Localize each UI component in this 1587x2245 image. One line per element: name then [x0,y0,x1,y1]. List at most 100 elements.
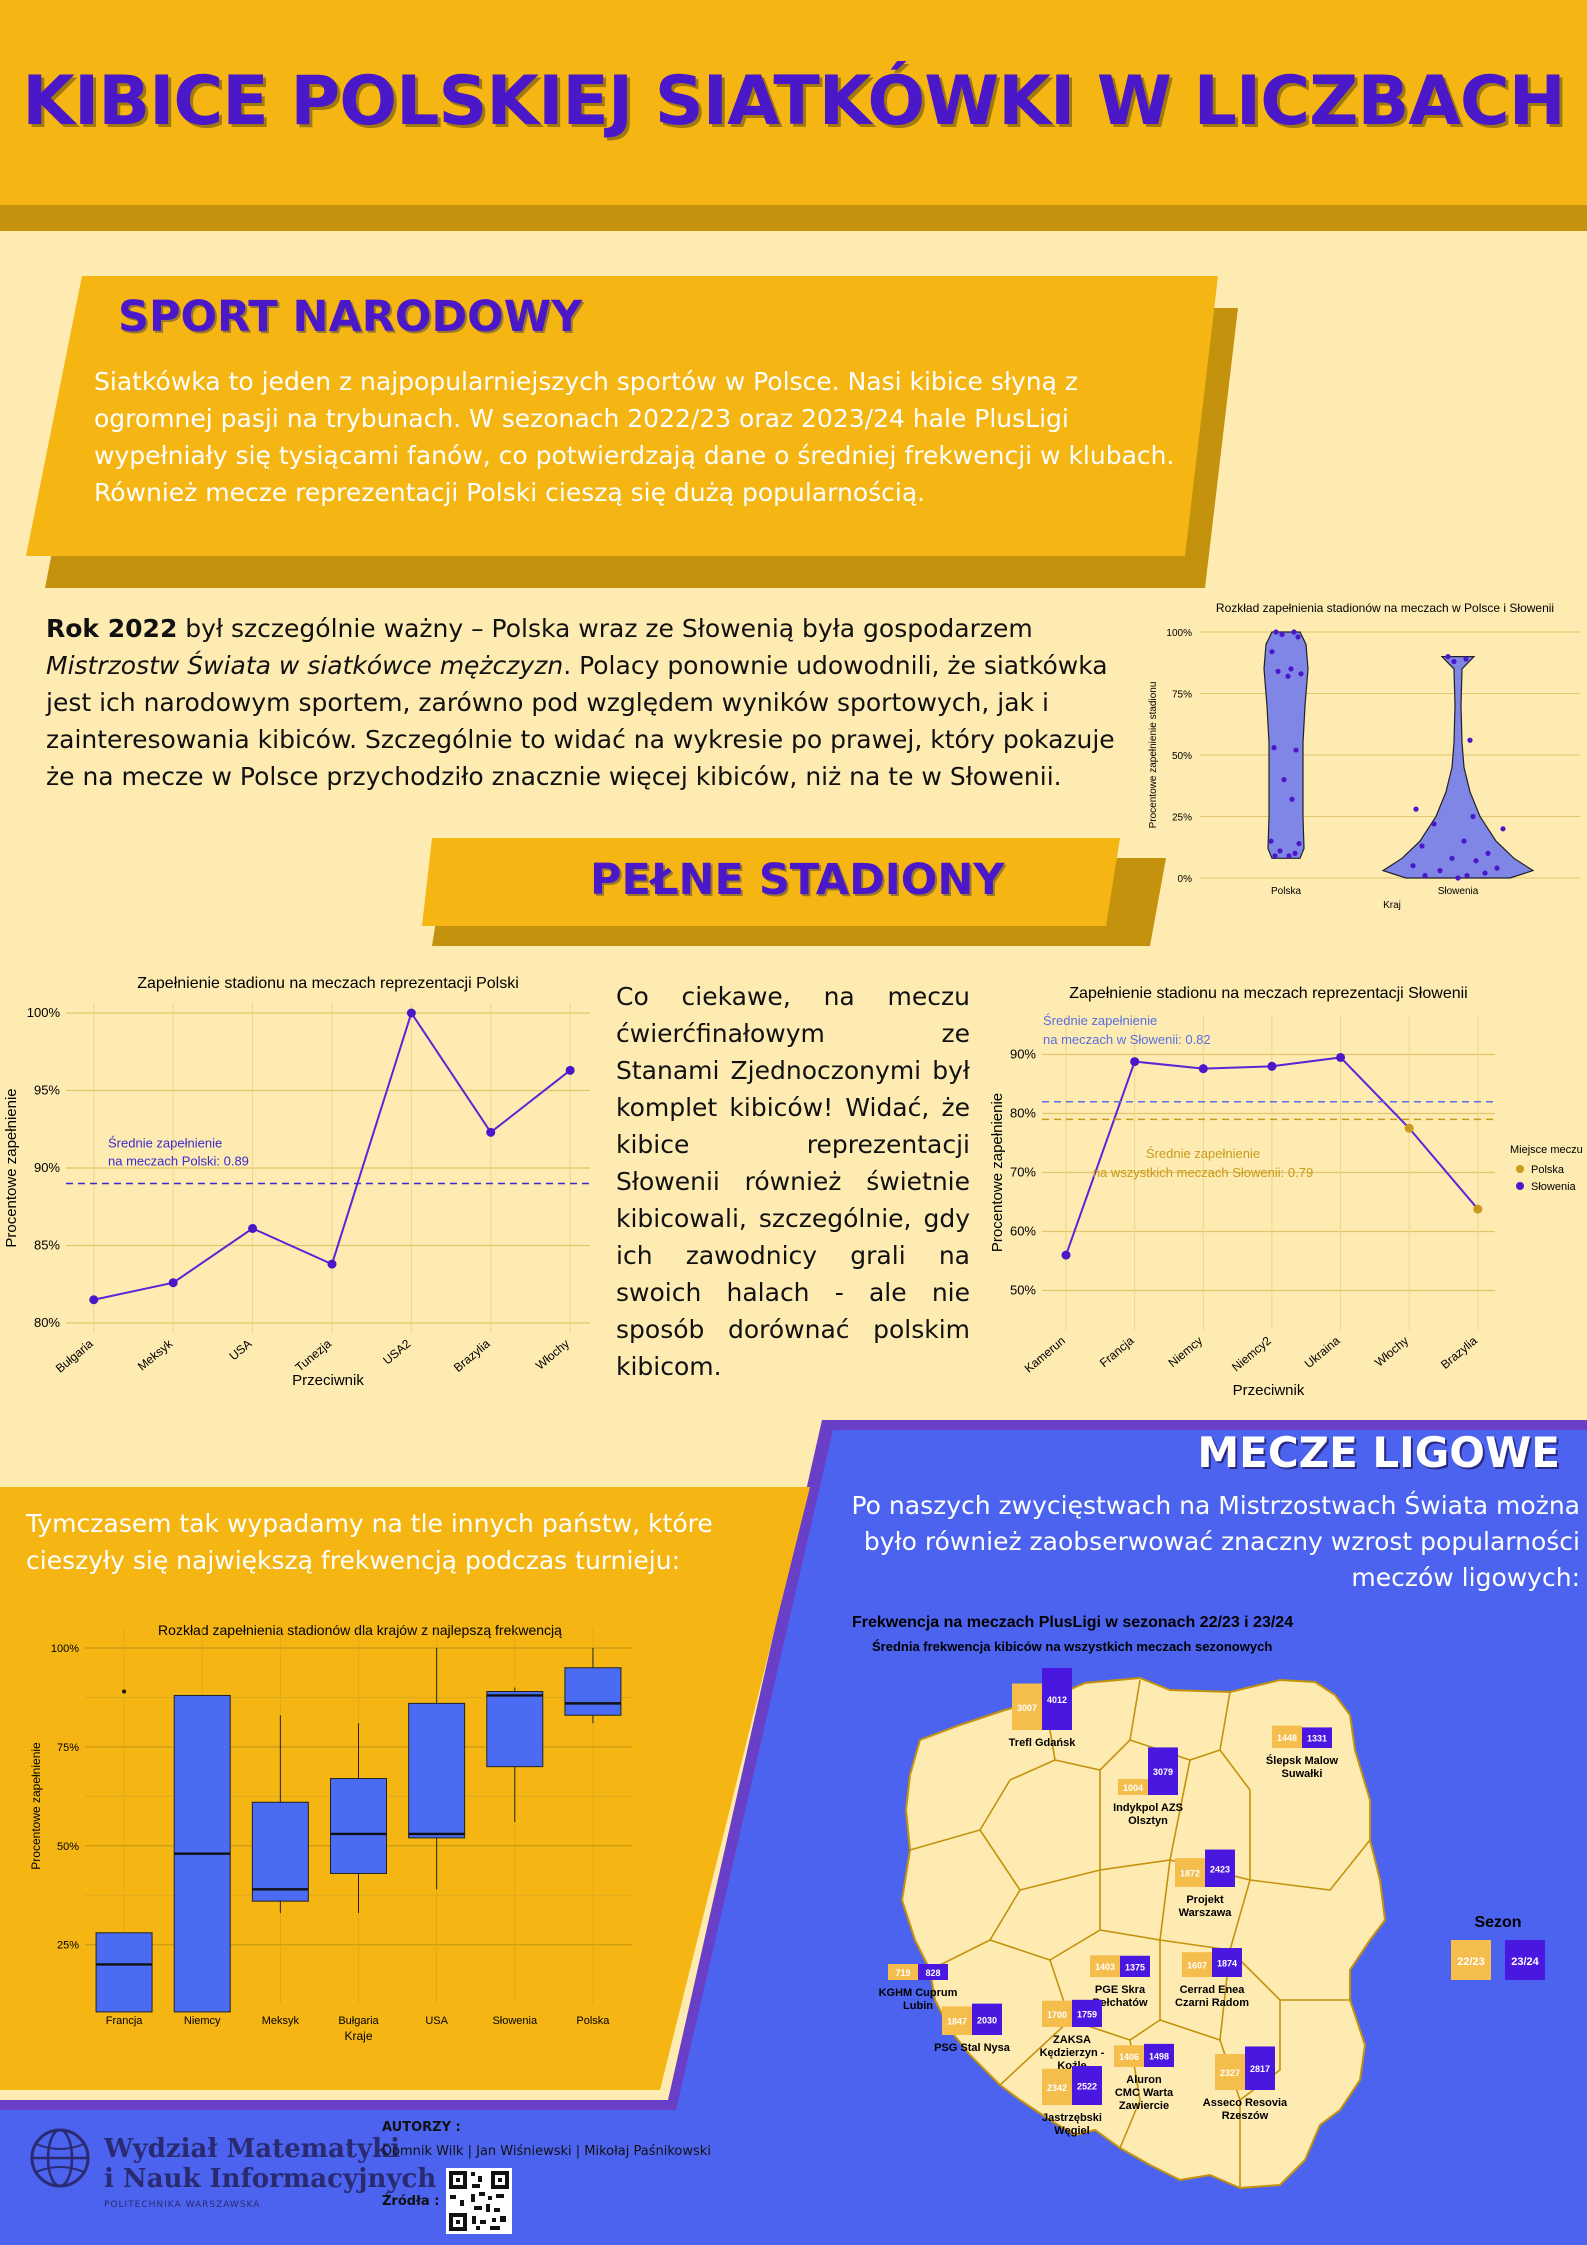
violin-point [1292,850,1298,856]
map-value-2223: 3007 [1017,1703,1037,1713]
box-xtick: Meksyk [262,2015,300,2027]
slowenia-xtick: Włochy [1372,1334,1411,1370]
map-value-2324: 2817 [1250,2064,1270,2074]
violin-point [1285,673,1291,679]
map-legend-2223-label: 22/23 [1457,1956,1485,1968]
map-bar-2223 [1114,2045,1144,2067]
violin-point [1464,872,1470,879]
pelne-stadiony-title: PEŁNE STADIONY [590,855,1005,905]
violin-chart: Rozkład zapełnienia stadionów na meczach… [1148,601,1580,911]
polska-xtick: USA [227,1337,255,1364]
polska-ytick: 85% [34,1238,60,1253]
violin-xlabel: Kraj [1383,900,1401,911]
map-bar-2223 [1215,2054,1245,2090]
polska-xtick: Brazylia [451,1336,493,1374]
violin-point [1419,843,1425,849]
map-value-2324: 828 [925,1968,940,1978]
sources-label: Źródła : [382,2194,440,2209]
map-club-label: CMC Warta [1115,2087,1174,2099]
map-legend-title: Sezon [1474,1914,1521,1931]
map-bar-2223 [1012,1683,1042,1730]
violin-point [1291,629,1297,635]
authors-label: AUTORZY : [382,2120,461,2135]
violin-point [1279,631,1285,638]
violin-point [1455,875,1461,881]
map-club-label: Cerrad Enea [1180,1984,1246,1996]
map-club-label: Ślepsk Malow [1266,1754,1339,1767]
map-club-label: Rzeszów [1222,2110,1269,2122]
map-club-label: Bełchatów [1092,1997,1147,2009]
faculty-name-2: i Nauk Informacyjnych [104,2164,437,2194]
violin-point [1298,671,1304,677]
authors-list: Domnik Wilk | Jan Wiśniewski | Mikołaj P… [382,2144,711,2159]
violin-point [1431,821,1437,827]
map-bar-2324 [1120,1955,1150,1977]
violin-ytick: 0% [1178,874,1193,885]
map-bar-2324 [1042,1668,1072,1730]
box-rect [251,1801,309,1902]
slowenia-legend-dot [1516,1165,1524,1173]
box-title: Rozkład zapełnienia stadionów dla krajów… [158,1622,562,1638]
violin-point [1288,666,1294,672]
faculty-sub: POLITECHNIKA WARSZAWSKA [104,2200,261,2210]
box-xtick: Francja [106,2015,144,2027]
polska-line-chart: Zapełnienie stadionu na meczach reprezen… [3,975,590,1389]
polska-mean-label-1: Średnie zapełnienie [108,1136,222,1151]
map-club-label: Indykpol AZS [1113,1802,1183,1814]
violin-point [1449,855,1455,861]
map-club-label: Trefl Gdańsk [1009,1737,1077,1749]
violin-point [1289,796,1295,802]
box-rect [564,1667,622,1716]
pelne-banner-shape [422,838,1166,946]
violin-point [1293,747,1299,753]
slowenia-legend-label: Słowenia [1531,1181,1577,1193]
polska-xtick: Meksyk [135,1336,176,1374]
slowenia-point [1198,1064,1208,1074]
map-value-2223: 2327 [1220,2068,1240,2078]
sport-banner-shape [26,276,1238,588]
map-club-label: KGHM Cuprum [879,1987,958,1999]
slowenia-point [1267,1061,1277,1071]
map-value-2324: 2423 [1210,1864,1230,1874]
polska-xlabel: Przeciwnik [292,1372,364,1389]
map-bar-2223 [888,1964,918,1980]
slowenia-line-chart: Zapełnienie stadionu na meczach reprezen… [989,985,1583,1399]
map-value-2223: 1403 [1095,1962,1115,1972]
violin-ytick: 75% [1172,690,1192,701]
violin-point [1268,838,1274,844]
violin-point [1275,668,1281,674]
boxplot-chart-full: Rozkład zapełnienia stadionów dla krajów… [29,1622,632,2043]
box-xlabel: Kraje [344,2029,372,2043]
slowenia-point [1061,1250,1071,1260]
map-club-label: Warszawa [1179,1907,1233,1919]
map-bar-2223 [1272,1725,1302,1748]
qr-code-icon[interactable] [446,2168,512,2234]
polska-point [89,1295,99,1305]
map-bar-2324 [1072,2066,1102,2105]
map-club-label: Zawiercie [1119,2100,1169,2112]
slowenia-ytick: 60% [1010,1224,1036,1239]
polska-xtick: Włochy [533,1337,572,1373]
violin-point [1273,629,1279,635]
map-club-label: ZAKSA [1053,2034,1091,2046]
violin-point [1286,853,1292,859]
slowenia-ytick: 50% [1010,1283,1036,1298]
box-xtick: Bułgaria [338,2015,379,2027]
violin-polska-shape [1263,631,1309,859]
map-value-2223: 1700 [1047,2010,1067,2020]
violin-point [1269,649,1275,655]
violin-point [1271,745,1277,751]
slowenia-ytick: 70% [1010,1165,1036,1180]
map-value-2324: 1498 [1149,2051,1169,2061]
violin-point [1467,737,1473,743]
polska-point [406,1008,416,1018]
map-club-label: Lubin [903,2000,933,2012]
map-value-2223: 2342 [1047,2083,1067,2093]
header-strip [0,205,1587,231]
map-bar-2223 [1090,1955,1120,1977]
polska-ytick: 80% [34,1315,60,1330]
slowenia-legend-title: Miejsce meczu [1510,1144,1583,1156]
violin-ytick: 50% [1172,751,1192,762]
slowenia-ytick: 90% [1010,1047,1036,1062]
violin-point [1410,863,1416,869]
